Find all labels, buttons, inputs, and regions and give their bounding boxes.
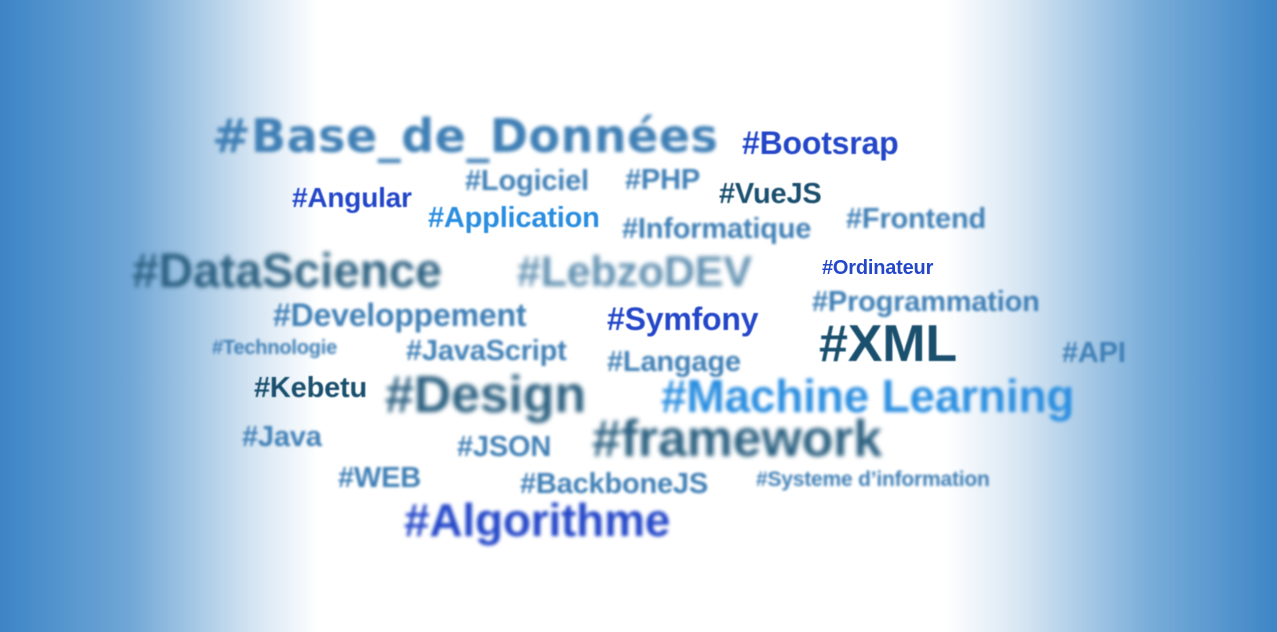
tag-java: #Java	[242, 421, 322, 453]
tag-php: #PHP	[625, 164, 700, 196]
tag-api: #API	[1062, 337, 1126, 369]
tag-lebzodev: #LebzoDEV	[517, 248, 752, 296]
tag-systeme-information: #Systeme d’information	[756, 468, 990, 491]
tag-angular: #Angular	[292, 182, 412, 213]
tag-frontend: #Frontend	[846, 203, 986, 235]
tag-vuejs: #VueJS	[719, 178, 822, 210]
tag-framework: #framework	[592, 410, 882, 468]
tag-backbonejs: #BackboneJS	[520, 468, 708, 500]
tag-programmation: #Programmation	[812, 286, 1040, 318]
tag-machine-learning: #Machine Learning	[661, 370, 1075, 422]
tag-technologie: #Technologie	[212, 337, 338, 359]
tag-design: #Design	[385, 366, 586, 424]
tag-algorithme: #Algorithme	[404, 494, 671, 546]
tag-bootsrap: #Bootsrap	[742, 125, 899, 161]
tag-ordinateur: #Ordinateur	[822, 257, 934, 279]
tag-langage: #Langage	[607, 346, 741, 378]
tag-developpement: #Developpement	[273, 297, 527, 333]
tag-json: #JSON	[457, 431, 552, 463]
tag-informatique: #Informatique	[622, 213, 812, 245]
tag-datascience: #DataScience	[132, 245, 442, 298]
tag-kebetu: #Kebetu	[254, 372, 368, 404]
tag-logiciel: #Logiciel	[465, 165, 589, 197]
tag-base-de-donnees: #Base_de_Données	[212, 109, 719, 163]
tag-xml: #XML	[819, 315, 957, 373]
tag-application: #Application	[428, 202, 600, 234]
tag-web: #WEB	[338, 462, 421, 494]
tag-javascript: #JavaScript	[406, 335, 567, 367]
tag-symfony: #Symfony	[607, 301, 759, 337]
